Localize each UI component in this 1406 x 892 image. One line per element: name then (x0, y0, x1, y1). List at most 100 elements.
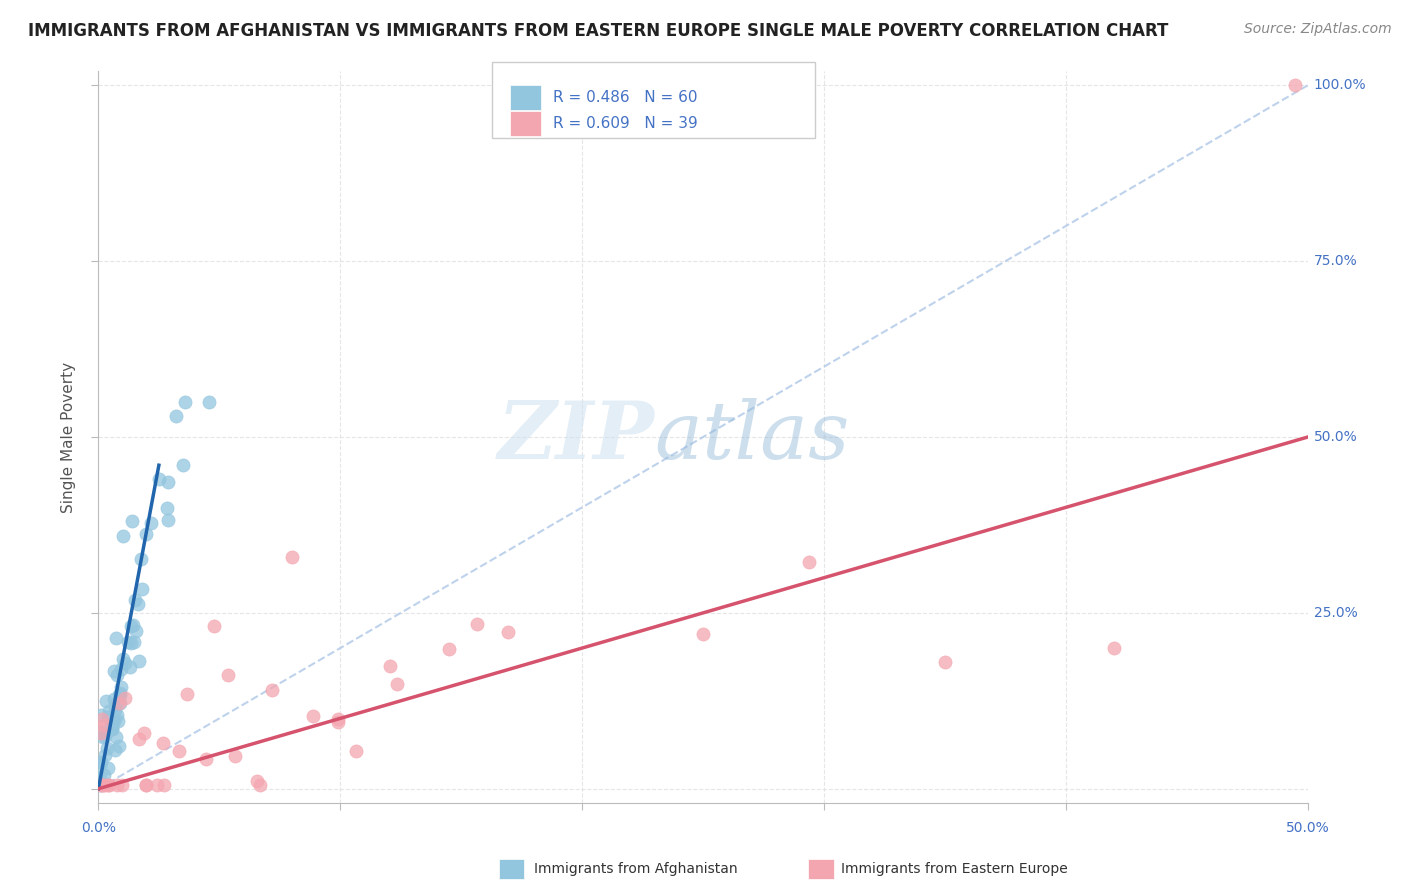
Point (90, 778, 112, 792)
Point (124, 593, 146, 607)
Point (108, 685, 131, 699)
Point (1102, 641, 1125, 656)
Point (105, 778, 128, 792)
Point (167, 744, 190, 758)
Point (380, 659, 402, 673)
Point (246, 774, 269, 789)
Point (156, 501, 179, 516)
Point (105, 632, 128, 646)
Point (108, 696, 131, 710)
Point (110, 662, 132, 676)
Point (934, 655, 956, 669)
Point (146, 778, 169, 792)
Point (103, 691, 125, 706)
Point (101, 722, 124, 736)
Point (344, 744, 367, 758)
Text: Source: ZipAtlas.com: Source: ZipAtlas.com (1244, 22, 1392, 37)
Point (96, 741, 118, 756)
Point (148, 472, 170, 486)
Point (114, 691, 136, 706)
Text: atlas: atlas (655, 399, 851, 475)
Point (122, 618, 145, 632)
Point (176, 688, 198, 702)
Point (111, 528, 134, 542)
Point (198, 395, 221, 409)
Point (127, 598, 149, 612)
Point (224, 748, 246, 763)
Text: R = 0.486   N = 60: R = 0.486 N = 60 (553, 90, 697, 105)
Point (101, 714, 124, 729)
Point (94, 694, 117, 708)
Point (260, 682, 283, 697)
Point (104, 697, 127, 711)
Point (128, 731, 150, 746)
Point (111, 778, 134, 792)
Point (326, 714, 349, 729)
Point (202, 619, 225, 633)
Point (90, 725, 112, 739)
Point (103, 664, 125, 678)
Point (107, 714, 129, 728)
Y-axis label: Single Male Poverty: Single Male Poverty (60, 361, 76, 513)
Point (174, 395, 197, 409)
Point (135, 527, 157, 541)
Point (124, 634, 146, 648)
Point (496, 624, 519, 639)
Point (141, 516, 163, 531)
Text: 100.0%: 100.0% (1313, 78, 1367, 93)
Point (90, 712, 112, 726)
Text: 0.0%: 0.0% (82, 821, 115, 835)
Text: 50.0%: 50.0% (1313, 430, 1357, 444)
Point (91, 778, 114, 792)
Point (103, 742, 125, 756)
Point (195, 752, 218, 766)
Point (94, 747, 117, 762)
Text: Immigrants from Afghanistan: Immigrants from Afghanistan (534, 862, 738, 876)
Point (90, 725, 112, 739)
Point (108, 696, 131, 710)
Point (152, 778, 174, 792)
Point (97, 778, 120, 792)
Point (467, 617, 489, 632)
Point (326, 712, 349, 726)
Point (172, 458, 194, 473)
Point (387, 676, 409, 690)
Point (118, 660, 141, 674)
Point (1284, 78, 1306, 93)
Text: 50.0%: 50.0% (1285, 821, 1330, 835)
Point (249, 778, 271, 792)
Point (281, 549, 304, 564)
Point (94, 729, 117, 743)
Point (799, 555, 821, 569)
Point (157, 513, 180, 527)
Point (135, 778, 157, 792)
Point (98, 704, 121, 718)
Point (120, 636, 142, 650)
Point (93, 718, 115, 732)
Text: Immigrants from Eastern Europe: Immigrants from Eastern Europe (841, 862, 1067, 876)
Point (692, 627, 714, 641)
Point (98, 778, 121, 792)
Text: IMMIGRANTS FROM AFGHANISTAN VS IMMIGRANTS FROM EASTERN EUROPE SINGLE MALE POVERT: IMMIGRANTS FROM AFGHANISTAN VS IMMIGRANT… (28, 22, 1168, 40)
Point (90, 778, 112, 792)
Point (112, 652, 135, 666)
Point (105, 668, 128, 682)
Point (110, 680, 132, 694)
Text: 75.0%: 75.0% (1313, 254, 1357, 268)
Point (107, 688, 129, 702)
Point (100, 718, 122, 732)
Point (217, 668, 239, 682)
Point (134, 726, 156, 740)
Point (104, 730, 127, 744)
Point (97, 761, 120, 775)
Text: R = 0.609   N = 39: R = 0.609 N = 39 (553, 116, 697, 130)
Point (107, 739, 129, 754)
Point (114, 656, 136, 670)
Text: ZIP: ZIP (498, 399, 655, 475)
Point (125, 624, 148, 639)
Point (152, 736, 174, 750)
Point (90, 756, 112, 770)
Point (101, 718, 124, 732)
Point (301, 709, 323, 723)
Text: 25.0%: 25.0% (1313, 606, 1357, 620)
